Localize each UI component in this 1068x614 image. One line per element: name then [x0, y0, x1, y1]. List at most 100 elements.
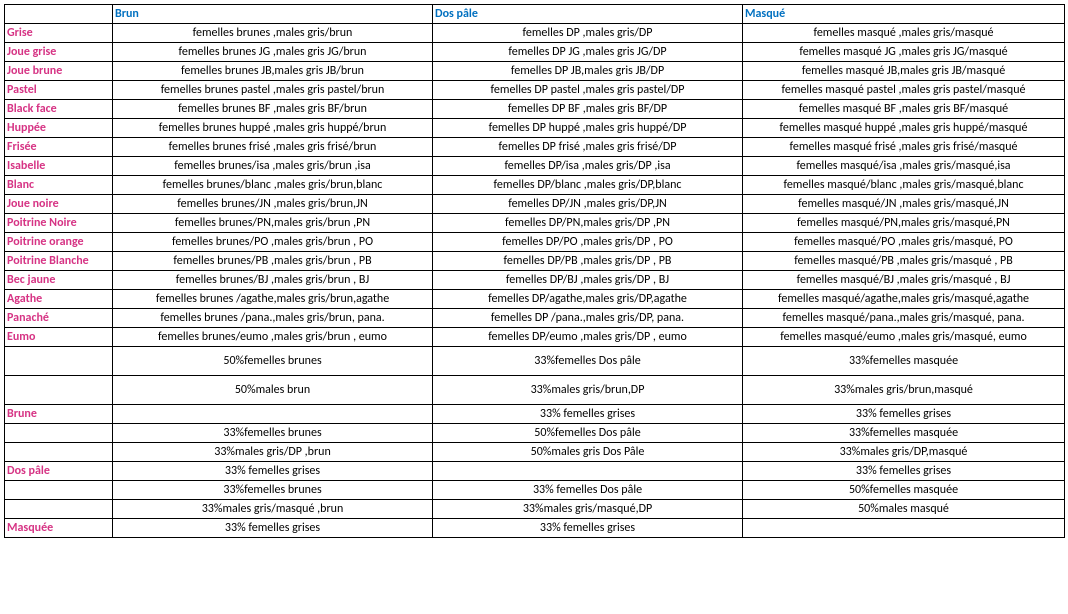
data-cell: femelles DP /pana.,males gris/DP, pana.: [433, 309, 743, 328]
data-cell: femelles brunes/blanc ,males gris/brun,b…: [113, 176, 433, 195]
data-cell: femelles masqué/PB ,males gris/masqué , …: [743, 252, 1065, 271]
data-cell: femelles DP frisé ,males gris frisé/DP: [433, 138, 743, 157]
data-cell: 33%males gris/brun,DP: [433, 376, 743, 405]
data-cell: [433, 462, 743, 481]
data-cell: 50%males brun: [113, 376, 433, 405]
genetics-table: BrunDos pâleMasquéGrisefemelles brunes ,…: [4, 4, 1065, 538]
data-cell: 33% femelles grises: [433, 519, 743, 538]
data-cell: femelles brunes BF ,males gris BF/brun: [113, 100, 433, 119]
data-cell: femelles DP/PB ,males gris/DP , PB: [433, 252, 743, 271]
data-cell: 33%males gris/brun,masqué: [743, 376, 1065, 405]
data-cell: femelles DP/BJ ,males gris/DP , BJ: [433, 271, 743, 290]
data-cell: femelles DP JG ,males gris JG/DP: [433, 43, 743, 62]
col-header-1: Dos pâle: [433, 5, 743, 24]
data-cell: femelles brunes/PB ,males gris/brun , PB: [113, 252, 433, 271]
row-label: Joue brune: [5, 62, 113, 81]
row-label: Poitrine Blanche: [5, 252, 113, 271]
row-label: Frisée: [5, 138, 113, 157]
row-label: Pastel: [5, 81, 113, 100]
section-label: [5, 376, 113, 405]
data-cell: femelles brunes/isa ,males gris/brun ,is…: [113, 157, 433, 176]
data-cell: femelles masqué/blanc ,males gris/masqué…: [743, 176, 1065, 195]
section-label: [5, 500, 113, 519]
data-cell: femelles masqué/pana.,males gris/masqué,…: [743, 309, 1065, 328]
section-label: [5, 481, 113, 500]
data-cell: 33% femelles grises: [113, 462, 433, 481]
section-label: Dos pâle: [5, 462, 113, 481]
data-cell: femelles DP BF ,males gris BF/DP: [433, 100, 743, 119]
data-cell: femelles brunes pastel ,males gris paste…: [113, 81, 433, 100]
row-label: Blanc: [5, 176, 113, 195]
data-cell: femelles brunes/JN ,males gris/brun,JN: [113, 195, 433, 214]
data-cell: 50%femelles masquée: [743, 481, 1065, 500]
data-cell: femelles masqué/PO ,males gris/masqué, P…: [743, 233, 1065, 252]
row-label: Black face: [5, 100, 113, 119]
data-cell: femelles DP ,males gris/DP: [433, 24, 743, 43]
section-label: Brune: [5, 405, 113, 424]
row-label: Isabelle: [5, 157, 113, 176]
data-cell: 33%males gris/masqué ,brun: [113, 500, 433, 519]
row-label: Poitrine orange: [5, 233, 113, 252]
data-cell: femelles masqué/JN ,males gris/masqué,JN: [743, 195, 1065, 214]
col-header-2: Masqué: [743, 5, 1065, 24]
data-cell: femelles masqué frisé ,males gris frisé/…: [743, 138, 1065, 157]
data-cell: femelles DP/blanc ,males gris/DP,blanc: [433, 176, 743, 195]
data-cell: 50%femelles Dos pâle: [433, 424, 743, 443]
data-cell: femelles masqué ,males gris/masqué: [743, 24, 1065, 43]
data-cell: femelles masqué BF ,males gris BF/masqué: [743, 100, 1065, 119]
section-label: Masquée: [5, 519, 113, 538]
section-label: [5, 424, 113, 443]
data-cell: 33% femelles grises: [113, 519, 433, 538]
data-cell: 33% femelles grises: [743, 462, 1065, 481]
data-cell: 33%femelles Dos pâle: [433, 347, 743, 376]
data-cell: 33%males gris/DP,masqué: [743, 443, 1065, 462]
data-cell: femelles DP/PN,males gris/DP ,PN: [433, 214, 743, 233]
data-cell: femelles brunes/PO ,males gris/brun , PO: [113, 233, 433, 252]
data-cell: [743, 519, 1065, 538]
data-cell: femelles brunes ,males gris/brun: [113, 24, 433, 43]
data-cell: 50%males masqué: [743, 500, 1065, 519]
data-cell: femelles masqué pastel ,males gris paste…: [743, 81, 1065, 100]
data-cell: 33% femelles Dos pâle: [433, 481, 743, 500]
data-cell: femelles DP/agathe,males gris/DP,agathe: [433, 290, 743, 309]
data-cell: 33% femelles grises: [743, 405, 1065, 424]
data-cell: 33%femelles masquée: [743, 424, 1065, 443]
data-cell: femelles masqué/eumo ,males gris/masqué,…: [743, 328, 1065, 347]
data-cell: femelles brunes huppé ,males gris huppé/…: [113, 119, 433, 138]
row-label: Bec jaune: [5, 271, 113, 290]
data-cell: femelles masqué huppé ,males gris huppé/…: [743, 119, 1065, 138]
data-cell: femelles brunes/PN,males gris/brun ,PN: [113, 214, 433, 233]
row-label: Grise: [5, 24, 113, 43]
corner-cell: [5, 5, 113, 24]
data-cell: femelles masqué JB,males gris JB/masqué: [743, 62, 1065, 81]
section-label: [5, 443, 113, 462]
data-cell: femelles DP/PO ,males gris/DP , PO: [433, 233, 743, 252]
row-label: Poitrine Noire: [5, 214, 113, 233]
data-cell: 33%femelles masquée: [743, 347, 1065, 376]
data-cell: femelles brunes JB,males gris JB/brun: [113, 62, 433, 81]
data-cell: femelles DP huppé ,males gris huppé/DP: [433, 119, 743, 138]
data-cell: femelles brunes/BJ ,males gris/brun , BJ: [113, 271, 433, 290]
data-cell: 33%femelles brunes: [113, 481, 433, 500]
data-cell: 33%femelles brunes: [113, 424, 433, 443]
data-cell: [113, 405, 433, 424]
data-cell: 33%males gris/DP ,brun: [113, 443, 433, 462]
row-label: Agathe: [5, 290, 113, 309]
section-label: [5, 347, 113, 376]
data-cell: 33%males gris/masqué,DP: [433, 500, 743, 519]
data-cell: femelles brunes /pana.,males gris/brun, …: [113, 309, 433, 328]
data-cell: femelles masqué/BJ ,males gris/masqué , …: [743, 271, 1065, 290]
data-cell: 50%femelles brunes: [113, 347, 433, 376]
data-cell: femelles brunes /agathe,males gris/brun,…: [113, 290, 433, 309]
data-cell: femelles DP/isa ,males gris/DP ,isa: [433, 157, 743, 176]
data-cell: femelles masqué JG ,males gris JG/masqué: [743, 43, 1065, 62]
data-cell: femelles DP JB,males gris JB/DP: [433, 62, 743, 81]
data-cell: femelles masqué/isa ,males gris/masqué,i…: [743, 157, 1065, 176]
data-cell: 50%males gris Dos Pâle: [433, 443, 743, 462]
row-label: Huppée: [5, 119, 113, 138]
data-cell: femelles masqué/agathe,males gris/masqué…: [743, 290, 1065, 309]
row-label: Eumo: [5, 328, 113, 347]
data-cell: femelles DP/JN ,males gris/DP,JN: [433, 195, 743, 214]
data-cell: femelles DP pastel ,males gris pastel/DP: [433, 81, 743, 100]
data-cell: 33% femelles grises: [433, 405, 743, 424]
